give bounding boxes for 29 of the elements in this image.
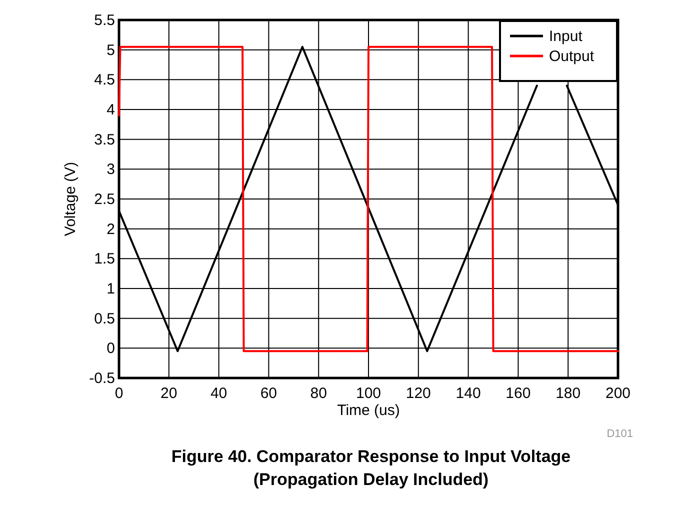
x-tick-label: 140	[456, 385, 481, 402]
y-tick-label: 5	[106, 42, 115, 59]
y-tick-label: 1	[106, 280, 115, 298]
y-tick-label: 2	[106, 220, 115, 238]
x-tick-label: 200	[605, 385, 631, 402]
legend-label: Input	[549, 28, 584, 45]
x-tick-label: 180	[556, 385, 581, 402]
y-tick-label: 2.5	[94, 191, 115, 208]
y-tick-label: 1.5	[94, 250, 115, 268]
y-tick-label: 5.5	[94, 12, 115, 29]
x-tick-label: 80	[310, 385, 327, 402]
x-tick-label: 120	[406, 385, 431, 402]
text: D101	[606, 428, 633, 440]
y-tick-label: 0	[106, 340, 115, 358]
text: Figure 40. Comparator Response to Input Voltage (Propagation Delay Included)	[171, 447, 571, 489]
x-tick-label: 160	[506, 385, 531, 402]
x-axis-title: Time (us)	[337, 402, 400, 419]
x-tick-label: 100	[356, 385, 382, 402]
x-tick-label: 20	[160, 385, 178, 402]
x-tick-label: 60	[260, 385, 278, 402]
y-tick-label: 0.5	[94, 310, 115, 328]
legend-label: Output	[549, 48, 595, 65]
y-tick-label: 4	[106, 102, 115, 118]
y-axis-title: Voltage (V)	[62, 162, 79, 236]
x-tick-label: 40	[210, 385, 228, 402]
y-tick-label: 3	[106, 161, 115, 178]
y-tick-label: -0.5	[89, 370, 115, 387]
y-tick-label: 3.5	[94, 131, 115, 148]
y-tick-label: 4.5	[94, 72, 115, 89]
